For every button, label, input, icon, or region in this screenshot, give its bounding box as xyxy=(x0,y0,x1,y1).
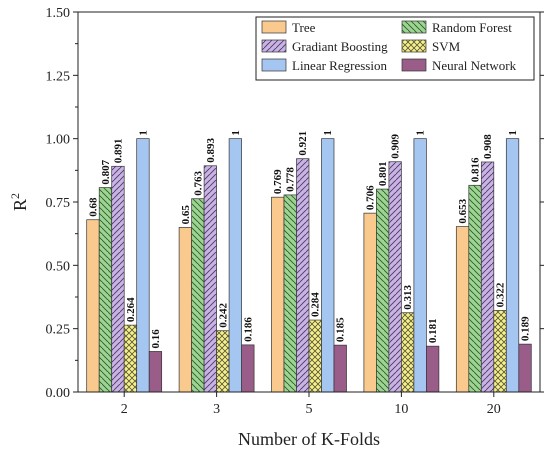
bar-gradiant-boosting-k3-hatch xyxy=(204,165,217,392)
x-tick-label-20: 20 xyxy=(487,402,501,417)
bar-linear-regression-k3 xyxy=(228,138,242,393)
bar-random-forest-k20-label: 0.816 xyxy=(470,157,482,182)
bar-svm-k2-hatch xyxy=(124,325,137,392)
legend-random-forest-label: Random Forest xyxy=(432,20,512,35)
legend-tree-label: Tree xyxy=(292,20,316,35)
legend-neural-network-swatch xyxy=(401,58,427,72)
bar-gradiant-boosting-k20-hatch xyxy=(481,161,494,392)
legend-linear-regression-label: Linear Regression xyxy=(292,58,387,73)
bar-random-forest-k5-label: 0.778 xyxy=(285,167,297,192)
bar-gradiant-boosting-k5-label: 0.921 xyxy=(297,131,309,156)
bar-neural-network-k5-label: 0.185 xyxy=(335,317,347,342)
bar-tree-k3-label: 0.65 xyxy=(180,205,192,225)
bar-linear-regression-k5-label: 1 xyxy=(322,130,334,136)
x-tick-label-3: 3 xyxy=(213,402,220,417)
bar-linear-regression-k20-label: 1 xyxy=(507,130,519,136)
bar-neural-network-k20-label: 0.189 xyxy=(520,316,532,341)
bar-gradiant-boosting-k20-label: 0.908 xyxy=(482,134,494,159)
bar-neural-network-k2-label: 0.16 xyxy=(150,329,162,349)
bar-tree-k2-label: 0.68 xyxy=(87,197,99,217)
bar-tree-k2 xyxy=(86,219,100,393)
bar-random-forest-k10-label: 0.801 xyxy=(377,161,389,186)
bar-svm-k20-label: 0.322 xyxy=(495,282,507,307)
bar-neural-network-k5 xyxy=(333,344,347,393)
bar-neural-network-k20 xyxy=(518,343,532,393)
bar-random-forest-k5-hatch xyxy=(284,194,297,392)
legend: Tree Random Forest Gradiant Boosting SVM Lin… xyxy=(255,16,535,81)
bar-svm-k10-hatch xyxy=(401,312,414,392)
bar-neural-network-k3-label: 0.186 xyxy=(242,317,254,342)
bar-tree-k20-label: 0.653 xyxy=(457,198,469,223)
bar-random-forest-k3-label: 0.763 xyxy=(192,170,204,195)
y-tick-label: 1.50 xyxy=(46,6,71,21)
bar-linear-regression-k3-label: 1 xyxy=(230,130,242,136)
bar-linear-regression-k2-label: 1 xyxy=(137,130,149,136)
bar-neural-network-k2 xyxy=(148,351,163,393)
bar-gradiant-boosting-k10-hatch xyxy=(388,161,402,392)
x-axis-title: Number of K-Folds xyxy=(238,429,380,449)
y-tick-label: 0.75 xyxy=(46,196,71,211)
legend-tree-swatch xyxy=(261,20,287,34)
bar-linear-regression-k20 xyxy=(505,138,520,393)
bar-tree-k10 xyxy=(363,212,377,393)
bar-gradiant-boosting-k5-hatch xyxy=(296,158,309,392)
legend-gradiant-boosting-label: Gradiant Boosting xyxy=(292,39,388,54)
legend-svm-label: SVM xyxy=(432,39,461,54)
legend-svm-swatch-hatch xyxy=(402,40,426,52)
legend-gradiant-boosting-swatch-hatch xyxy=(262,40,286,52)
bar-random-forest-k10-hatch xyxy=(376,189,389,392)
bar-svm-k2-label: 0.264 xyxy=(125,297,137,322)
bar-random-forest-k20-hatch xyxy=(468,185,482,392)
y-tick-label: 1.25 xyxy=(46,69,71,84)
bar-gradiant-boosting-k2-label: 0.891 xyxy=(112,139,124,164)
bar-neural-network-k10 xyxy=(426,345,440,393)
y-axis: 0.00 0.25 0.50 0.75 1.00 1.25 1.50 xyxy=(46,6,544,401)
bar-svm-k3-label: 0.242 xyxy=(217,302,229,327)
x-tick-label-2: 2 xyxy=(121,402,128,417)
bar-tree-k5-label: 0.769 xyxy=(272,169,284,194)
bar-random-forest-k3-hatch xyxy=(191,198,205,392)
bar-tree-k5 xyxy=(271,196,285,393)
bar-linear-regression-k10-label: 1 xyxy=(415,130,427,136)
legend-neural-network-label: Neural Network xyxy=(432,58,517,73)
bar-svm-k5-hatch xyxy=(309,320,322,392)
bar-neural-network-k10-label: 0.181 xyxy=(427,318,439,343)
bar-random-forest-k2-label: 0.807 xyxy=(100,159,112,184)
bar-svm-k10-label: 0.313 xyxy=(402,284,414,309)
bars-layer xyxy=(86,138,532,393)
legend-box xyxy=(255,16,535,81)
x-tick-label-5: 5 xyxy=(306,402,313,417)
bar-tree-k10-label: 0.706 xyxy=(365,185,377,210)
bar-tree-k3 xyxy=(178,226,192,393)
bar-tree-k20 xyxy=(455,226,470,393)
bar-neural-network-k3 xyxy=(241,344,255,393)
bar-gradiant-boosting-k2-hatch xyxy=(111,166,125,392)
bar-gradiant-boosting-k3-label: 0.893 xyxy=(205,138,217,163)
x-tick-label-10: 10 xyxy=(394,402,408,417)
bar-gradiant-boosting-k10-label: 0.909 xyxy=(390,133,402,158)
y-tick-label: 0.25 xyxy=(46,323,71,338)
bar-linear-regression-k10 xyxy=(413,138,427,393)
bar-linear-regression-k2 xyxy=(136,138,150,393)
bar-random-forest-k2-hatch xyxy=(99,187,112,392)
bar-svm-k5-label: 0.284 xyxy=(310,292,322,317)
y-tick-label: 1.00 xyxy=(46,133,71,148)
y-axis-title: R2 xyxy=(8,193,30,211)
legend-linear-regression-swatch xyxy=(261,58,287,72)
bar-svm-k20-hatch xyxy=(493,310,507,392)
bar-svm-k3-hatch xyxy=(216,330,230,392)
bar-linear-regression-k5 xyxy=(321,138,335,393)
legend-random-forest-swatch-hatch xyxy=(402,21,426,33)
y-tick-label: 0.50 xyxy=(46,259,71,274)
x-axis: 2 3 5 10 20 xyxy=(121,392,501,417)
y-tick-label: 0.00 xyxy=(46,386,71,401)
